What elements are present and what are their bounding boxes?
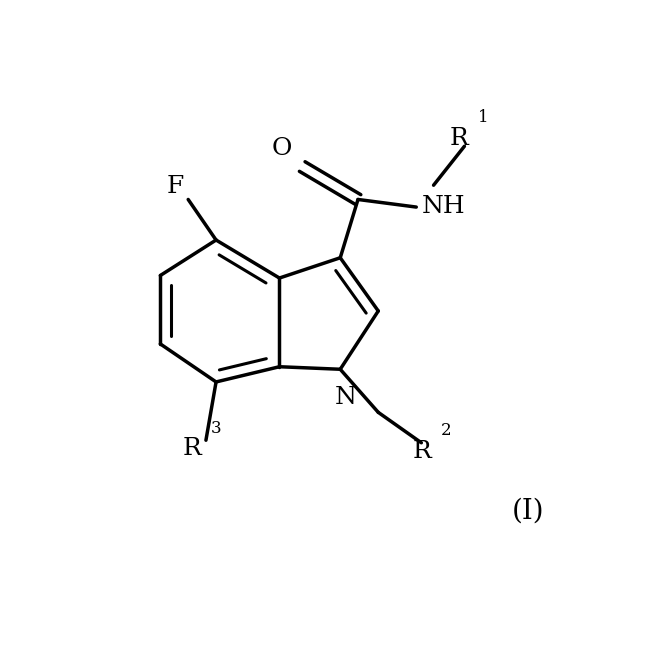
Text: R: R	[183, 437, 201, 460]
Text: O: O	[272, 138, 292, 160]
Text: 3: 3	[211, 419, 222, 437]
Text: NH: NH	[421, 195, 465, 217]
Text: 1: 1	[478, 109, 489, 126]
Text: R: R	[450, 127, 469, 150]
Text: N: N	[334, 386, 356, 409]
Text: 2: 2	[441, 422, 452, 440]
Text: F: F	[167, 175, 184, 199]
Text: R: R	[413, 440, 432, 463]
Text: (I): (I)	[511, 498, 544, 525]
